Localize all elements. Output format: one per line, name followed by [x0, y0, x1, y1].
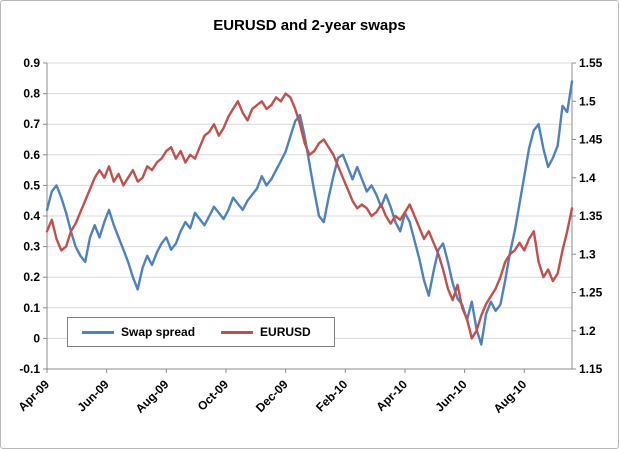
svg-text:Dec-09: Dec-09: [253, 377, 291, 415]
svg-text:0.4: 0.4: [23, 209, 40, 223]
chart-legend: Swap spread EURUSD: [67, 317, 335, 347]
svg-text:-0.1: -0.1: [19, 362, 40, 376]
svg-text:Aug-10: Aug-10: [491, 377, 530, 416]
svg-text:0.1: 0.1: [23, 301, 40, 315]
swap-spread-line-swatch: [82, 330, 114, 334]
legend-label-eurusd: EURUSD: [260, 325, 311, 339]
svg-text:0.7: 0.7: [23, 117, 40, 131]
svg-text:1.2: 1.2: [579, 324, 596, 338]
svg-text:1.35: 1.35: [579, 209, 603, 223]
svg-text:0: 0: [33, 331, 40, 345]
svg-text:1.45: 1.45: [579, 133, 603, 147]
svg-text:Oct-09: Oct-09: [195, 377, 232, 414]
svg-text:Jun-10: Jun-10: [432, 377, 469, 414]
svg-text:1.3: 1.3: [579, 247, 596, 261]
svg-text:0.5: 0.5: [23, 178, 40, 192]
legend-item-swap-spread: Swap spread: [82, 325, 195, 339]
svg-text:Aug-09: Aug-09: [133, 377, 172, 416]
legend-item-eurusd: EURUSD: [221, 325, 311, 339]
eurusd-line-swatch: [221, 330, 254, 334]
svg-text:0.2: 0.2: [23, 270, 40, 284]
svg-text:0.3: 0.3: [23, 240, 40, 254]
svg-text:0.6: 0.6: [23, 148, 40, 162]
svg-text:Apr-10: Apr-10: [373, 377, 410, 414]
legend-label-swap-spread: Swap spread: [121, 325, 196, 339]
svg-text:Apr-09: Apr-09: [15, 377, 52, 414]
svg-text:1.4: 1.4: [579, 171, 596, 185]
chart-title: EURUSD and 2-year swaps: [213, 17, 406, 34]
svg-text:1.55: 1.55: [579, 56, 603, 70]
svg-text:Jun-09: Jun-09: [75, 377, 112, 414]
svg-text:0.9: 0.9: [23, 56, 40, 70]
svg-text:Feb-10: Feb-10: [313, 377, 350, 414]
svg-text:1.5: 1.5: [579, 94, 596, 108]
svg-text:1.15: 1.15: [579, 362, 603, 376]
svg-text:0.8: 0.8: [23, 87, 40, 101]
svg-text:1.25: 1.25: [579, 286, 603, 300]
